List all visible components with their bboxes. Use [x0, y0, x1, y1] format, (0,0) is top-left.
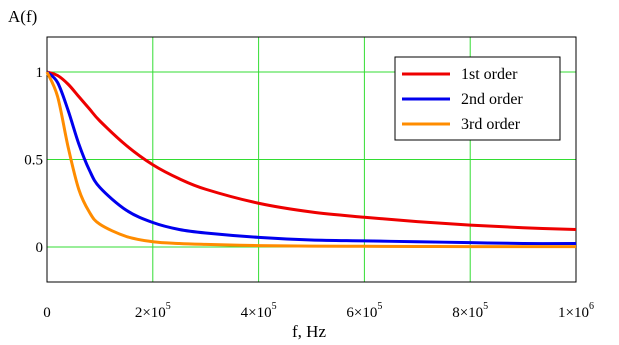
y-tick-labels: 00.51: [24, 65, 43, 256]
x-tick-label: 1×106: [558, 301, 594, 321]
x-tick-label: 6×105: [346, 301, 382, 321]
legend-label: 2nd order: [461, 91, 523, 108]
x-tick-label: 4×105: [241, 301, 277, 321]
legend-label: 3rd order: [461, 116, 521, 133]
x-tick-label: 8×105: [452, 301, 488, 321]
legend: 1st order 2nd order 3rd order: [394, 56, 561, 141]
y-tick-label: 1: [36, 65, 44, 81]
series-line-2: [45, 70, 577, 246]
y-tick-label: 0.5: [24, 153, 43, 169]
x-tick-labels: 0 2×105 4×105 6×105 8×105 1×106: [43, 301, 594, 321]
x-axis-title: f, Hz: [292, 322, 326, 341]
y-axis-title: A(f): [8, 7, 37, 26]
series-line-1: [46, 70, 577, 231]
x-tick-label: 2×105: [135, 301, 171, 321]
series-line-3: [45, 71, 577, 249]
legend-label: 1st order: [461, 66, 518, 83]
plot-frame: [46, 36, 577, 283]
y-tick-label: 0: [36, 240, 44, 256]
x-tick-label: 0: [43, 305, 51, 321]
series-lines: [45, 70, 577, 249]
